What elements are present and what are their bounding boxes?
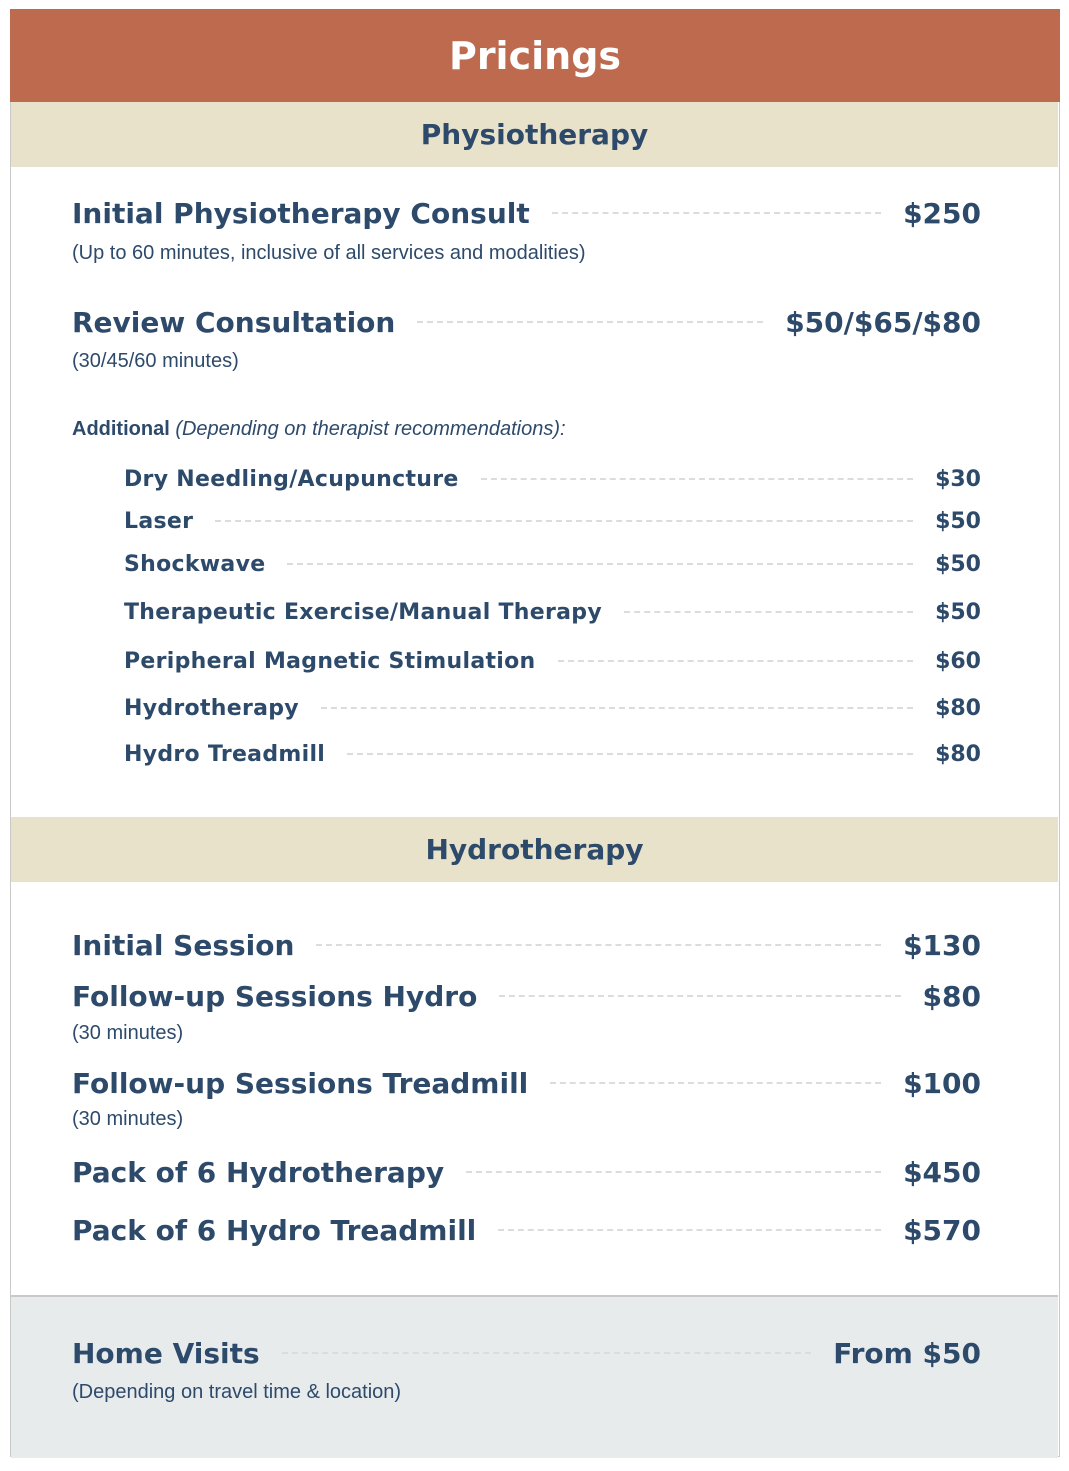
additional-label: Additional (Depending on therapist recom… — [72, 418, 566, 441]
item-name: Hydrotherapy — [124, 695, 299, 721]
item-name: Follow-up Sessions Treadmill — [72, 1066, 529, 1100]
item-note: (Depending on travel time & location) — [72, 1381, 402, 1403]
item-price: $50 — [935, 599, 981, 625]
dotted-leader — [551, 212, 882, 214]
price-row: Laser $50 — [124, 501, 981, 541]
dotted-leader — [480, 478, 914, 480]
item-name: Hydro Treadmill — [124, 741, 326, 767]
item-price: $130 — [903, 928, 981, 962]
price-row: Dry Needling/Acupuncture $30 — [124, 459, 981, 499]
price-row: Peripheral Magnetic Stimulation $60 — [124, 641, 981, 681]
dotted-leader — [557, 660, 914, 662]
dotted-leader — [287, 563, 914, 565]
item-note: (30 minutes) — [72, 1022, 184, 1044]
item-price: $30 — [935, 466, 981, 492]
dotted-leader — [417, 321, 764, 323]
dotted-leader — [499, 995, 901, 997]
price-row: Review Consultation $50/$65/$80 — [72, 302, 981, 342]
item-note: (30 minutes) — [72, 1108, 184, 1130]
item-price: $80 — [922, 979, 981, 1013]
item-note: (Up to 60 minutes, inclusive of all serv… — [72, 242, 586, 264]
item-price: $570 — [903, 1213, 981, 1247]
item-price: $50 — [935, 551, 981, 577]
dotted-leader — [498, 1229, 882, 1231]
dotted-leader — [623, 611, 914, 613]
dotted-leader — [550, 1082, 882, 1084]
price-row: Shockwave $50 — [124, 544, 981, 584]
price-row: Home Visits From $50 — [72, 1333, 981, 1373]
item-price: $450 — [903, 1155, 981, 1189]
item-name: Initial Session — [72, 928, 295, 962]
dotted-leader — [466, 1171, 882, 1173]
price-row: Initial Session $130 — [72, 925, 981, 965]
item-name: Home Visits — [72, 1336, 260, 1370]
price-row: Hydro Treadmill $80 — [124, 734, 981, 774]
item-price: $60 — [935, 648, 981, 674]
price-row: Follow-up Sessions Hydro $80 — [72, 976, 981, 1016]
section-heading-physiotherapy: Physiotherapy — [11, 102, 1058, 167]
item-name: Review Consultation — [72, 305, 396, 339]
item-price: $100 — [903, 1066, 981, 1100]
price-row: Hydrotherapy $80 — [124, 688, 981, 728]
dotted-leader — [347, 753, 914, 755]
dotted-leader — [215, 520, 914, 522]
home-visits-section — [11, 1295, 1058, 1458]
pricing-card — [10, 9, 1060, 1457]
item-name: Pack of 6 Hydrotherapy — [72, 1155, 445, 1189]
item-name: Initial Physiotherapy Consult — [72, 196, 530, 230]
item-price: $250 — [903, 196, 981, 230]
price-row: Therapeutic Exercise/Manual Therapy $50 — [124, 592, 981, 632]
price-row: Pack of 6 Hydrotherapy $450 — [72, 1152, 981, 1192]
item-price: $50/$65/$80 — [785, 305, 981, 339]
item-name: Dry Needling/Acupuncture — [124, 466, 459, 492]
item-name: Laser — [124, 508, 194, 534]
page-title: Pricings — [10, 9, 1060, 102]
item-name: Pack of 6 Hydro Treadmill — [72, 1213, 477, 1247]
price-row: Pack of 6 Hydro Treadmill $570 — [72, 1210, 981, 1250]
item-price: From $50 — [833, 1336, 981, 1370]
item-price: $50 — [935, 508, 981, 534]
section-heading-hydrotherapy: Hydrotherapy — [11, 817, 1058, 882]
additional-title: Additional — [72, 418, 170, 440]
item-note: (30/45/60 minutes) — [72, 350, 239, 372]
price-row: Initial Physiotherapy Consult $250 — [72, 193, 981, 233]
item-name: Peripheral Magnetic Stimulation — [124, 648, 536, 674]
dotted-leader — [316, 944, 882, 946]
dotted-leader — [281, 1352, 812, 1354]
item-name: Therapeutic Exercise/Manual Therapy — [124, 599, 602, 625]
additional-note: (Depending on therapist recommendations)… — [175, 418, 566, 440]
item-name: Follow-up Sessions Hydro — [72, 979, 478, 1013]
dotted-leader — [320, 707, 914, 709]
item-price: $80 — [935, 741, 981, 767]
price-row: Follow-up Sessions Treadmill $100 — [72, 1063, 981, 1103]
item-price: $80 — [935, 695, 981, 721]
item-name: Shockwave — [124, 551, 266, 577]
